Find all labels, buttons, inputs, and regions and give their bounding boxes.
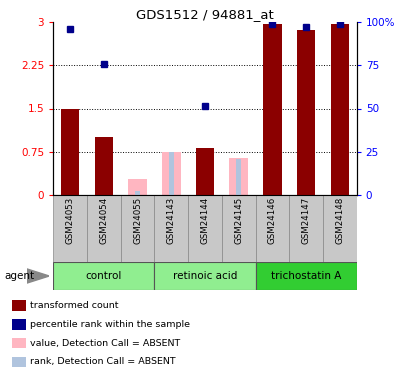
Bar [188,195,221,262]
Bar [12,357,26,367]
Text: agent: agent [4,271,34,281]
Text: GSM24146: GSM24146 [267,197,276,244]
Bar [289,195,322,262]
Bar [255,262,356,290]
Bar [135,191,140,195]
Bar [162,152,180,195]
Bar [128,179,146,195]
Text: transformed count: transformed count [30,301,119,310]
Title: GDS1512 / 94881_at: GDS1512 / 94881_at [136,8,273,21]
Bar [154,262,255,290]
Text: control: control [85,271,122,281]
Bar [195,148,214,195]
Bar [221,195,255,262]
Bar [296,30,315,195]
Bar [235,159,241,195]
Bar [61,109,79,195]
Text: retinoic acid: retinoic acid [172,271,237,281]
Text: rank, Detection Call = ABSENT: rank, Detection Call = ABSENT [30,357,175,366]
Bar [87,195,120,262]
Text: GSM24055: GSM24055 [133,197,142,244]
Bar [229,158,247,195]
Polygon shape [27,269,49,283]
Text: GSM24053: GSM24053 [65,197,74,244]
Bar [12,319,26,330]
Text: GSM24148: GSM24148 [335,197,344,244]
Text: GSM24147: GSM24147 [301,197,310,244]
Bar [263,24,281,195]
Bar [255,195,289,262]
Bar [322,195,356,262]
Bar [168,152,174,195]
Bar [12,300,26,311]
Text: value, Detection Call = ABSENT: value, Detection Call = ABSENT [30,339,180,348]
Bar [53,262,154,290]
Bar [53,195,87,262]
Bar [94,137,113,195]
Bar [154,195,188,262]
Text: GSM24144: GSM24144 [200,197,209,244]
Bar [330,24,348,195]
Text: trichostatin A: trichostatin A [270,271,340,281]
Text: GSM24145: GSM24145 [234,197,243,244]
Text: percentile rank within the sample: percentile rank within the sample [30,320,190,329]
Text: GSM24054: GSM24054 [99,197,108,244]
Bar [12,338,26,348]
Bar [120,195,154,262]
Text: GSM24143: GSM24143 [166,197,175,244]
